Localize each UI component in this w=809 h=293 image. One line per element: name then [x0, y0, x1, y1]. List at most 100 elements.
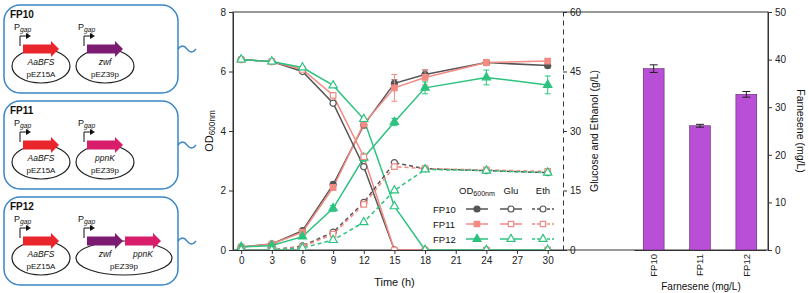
legend-label: FP11: [433, 219, 455, 230]
legend-header: Eth: [536, 185, 550, 196]
tick: 8: [220, 7, 233, 18]
bar: [690, 126, 711, 250]
flagellum: [178, 142, 196, 148]
gene-label: zwf: [98, 249, 113, 259]
marker: [484, 60, 489, 65]
tick-mark: [563, 72, 567, 73]
series-line: [241, 60, 548, 250]
tick-label: 45: [570, 66, 582, 77]
tick-mark: [394, 250, 395, 254]
tick: 30: [768, 102, 787, 113]
x-axis-title: Time (h): [374, 276, 415, 288]
series-line: [241, 167, 548, 250]
strain: FP11PgapAaBFSpEZ15APgapppnKpEZ39p: [4, 101, 196, 189]
tick-label: 20: [775, 150, 787, 161]
marker: [421, 83, 429, 90]
bar: [643, 69, 664, 250]
tick-mark: [425, 250, 426, 254]
plasmid-label: pEZ39p: [91, 166, 120, 175]
marker: [544, 80, 552, 87]
tick: 4: [220, 126, 233, 137]
marker: [392, 164, 397, 169]
flagellum: [178, 46, 196, 52]
tick-label: 24: [481, 255, 493, 266]
gene-label: ppnK: [94, 153, 115, 163]
y-axis-title: Farnesene (mg/L): [795, 89, 807, 172]
marker: [544, 245, 552, 250]
strain-label: FP11: [10, 105, 34, 116]
tick-mark: [563, 12, 567, 13]
marker: [483, 59, 489, 65]
legend-label: FP12: [433, 234, 456, 245]
tick: 30: [563, 126, 582, 137]
promoter-arrowhead: [90, 225, 95, 231]
tick-label: 3: [270, 255, 276, 266]
promoter-label: Pgap: [14, 214, 32, 226]
tick-mark: [364, 250, 365, 254]
gene-label: zwf: [98, 57, 113, 67]
marker: [298, 243, 306, 250]
y-axis-title: OD600nm: [203, 110, 217, 152]
tick-label: 30: [570, 126, 582, 137]
marker: [390, 202, 398, 209]
marker: [330, 100, 336, 106]
marker: [298, 232, 306, 239]
tick-label: 0: [570, 245, 576, 256]
promoter-label-subscript: gap: [84, 218, 96, 226]
promoter-arrowhead: [26, 33, 31, 39]
promoter-label-subscript: gap: [20, 122, 32, 130]
tick: 10: [768, 197, 787, 208]
tick-label: 8: [220, 7, 226, 18]
marker: [361, 154, 366, 159]
tick: 0: [220, 245, 233, 256]
tick: 21: [451, 250, 463, 266]
axis: FP10FP11FP12: [635, 250, 767, 277]
legend-header: OD600nm: [459, 185, 495, 198]
tick-label: 60: [570, 7, 582, 18]
tick: 6: [220, 66, 233, 77]
tick-mark: [563, 191, 567, 192]
plasmid: [76, 241, 172, 275]
promoter-label-subscript: gap: [20, 218, 32, 226]
y2-axis-title: Glucose and Ethanol (g/L): [588, 70, 600, 192]
tick-label: FP12: [741, 254, 752, 277]
tick-mark: [486, 250, 487, 254]
tick: 6: [300, 250, 306, 266]
tick: 2: [220, 185, 233, 196]
series-line: [241, 60, 548, 250]
legend-swatch-marker: [540, 221, 545, 226]
tick-mark: [563, 131, 567, 132]
tick-label: 0: [239, 255, 245, 266]
marker: [392, 85, 397, 90]
marker: [298, 63, 306, 70]
tick-mark: [229, 250, 233, 251]
tick-label: 10: [775, 197, 787, 208]
legend-header-main: Eth: [536, 185, 550, 196]
marker: [237, 245, 245, 250]
tick-mark: [229, 72, 233, 73]
tick: 15: [389, 250, 401, 266]
promoter-label-subscript: gap: [84, 26, 96, 34]
tick: FP12: [741, 250, 752, 277]
tick-label: 27: [512, 255, 524, 266]
tick: 18: [420, 250, 432, 266]
plasmid: [12, 145, 70, 179]
tick-label: FP11: [694, 254, 705, 276]
error-bar: [650, 65, 658, 73]
tick: 0: [768, 245, 781, 256]
strain-diagram: FP10PgapAaBFSpEZ15APgapzwfpEZ39pFP11Pgap…: [4, 5, 196, 285]
tick: 3: [270, 250, 276, 266]
tick-mark: [333, 250, 334, 254]
tick-label: 21: [451, 255, 463, 266]
error-bar: [330, 185, 336, 191]
plasmid-label: pEZ39p: [91, 70, 120, 79]
promoter-label-subscript: gap: [84, 122, 96, 130]
y-axis-title-main: OD: [203, 135, 215, 152]
gene-label: ppnK: [132, 249, 153, 259]
marker: [544, 168, 552, 175]
legend-label: FP10: [433, 204, 456, 215]
tick: 30: [543, 250, 555, 266]
series-line: [241, 60, 548, 250]
axis: 036912151821242730: [234, 250, 564, 266]
tick-label: 12: [359, 255, 371, 266]
